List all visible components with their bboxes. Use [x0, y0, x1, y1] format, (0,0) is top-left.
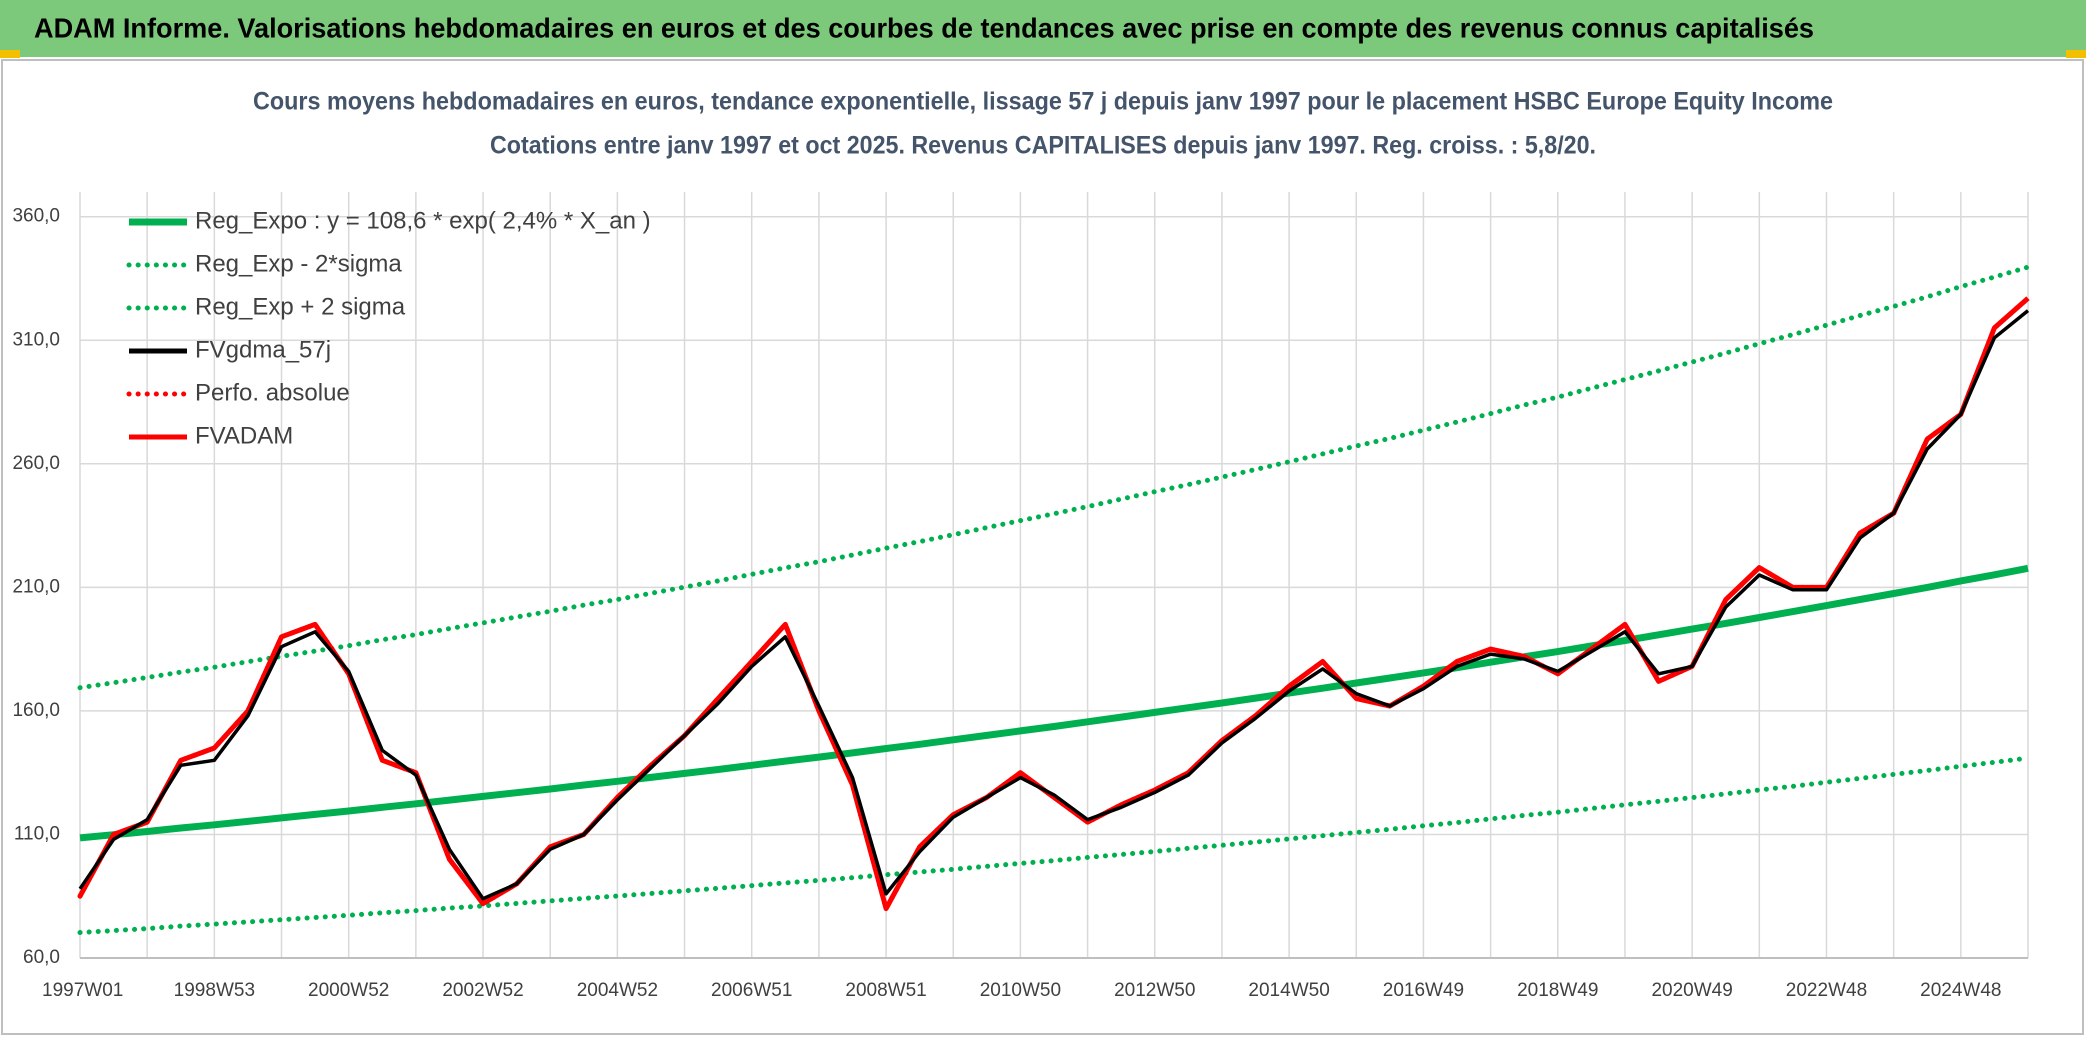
x-tick-label: 1997W01	[42, 980, 123, 1001]
x-tick-label: 2014W50	[1248, 980, 1329, 1001]
y-tick-label: 310,0	[12, 329, 60, 350]
legend-label: FVADAM	[195, 422, 293, 449]
x-tick-label: 2006W51	[711, 980, 792, 1001]
x-tick-label: 2016W49	[1383, 980, 1464, 1001]
corner	[2066, 50, 2086, 58]
x-tick-label: 2002W52	[442, 980, 523, 1001]
legend-label: Perfo. absolue	[195, 379, 350, 406]
x-tick-label: 2020W49	[1651, 980, 1732, 1001]
header-title: ADAM Informe. Valorisations hebdomadaire…	[34, 12, 1814, 43]
x-tick-label: 2022W48	[1786, 980, 1867, 1001]
y-tick-label: 110,0	[14, 823, 60, 844]
series-line	[77, 755, 2031, 935]
series-line	[78, 309, 2030, 901]
corner	[0, 50, 20, 58]
x-tick-label: 2012W50	[1114, 980, 1195, 1001]
x-tick-label: 2024W48	[1920, 980, 2001, 1001]
series-line	[77, 264, 2031, 691]
subtitle: Cotations entre janv 1997 et oct 2025. R…	[490, 132, 1596, 160]
subtitle: Cours moyens hebdomadaires en euros, ten…	[253, 88, 1833, 116]
x-tick-label: 2000W52	[308, 980, 389, 1001]
y-tick-label: 210,0	[12, 576, 60, 597]
x-tick-label: 2018W49	[1517, 980, 1598, 1001]
series-line	[79, 564, 2029, 842]
y-tick-label: 260,0	[12, 453, 60, 474]
y-tick-label: 160,0	[12, 700, 60, 721]
y-tick-label: 360,0	[12, 206, 60, 227]
legend-label: FVgdma_57j	[195, 336, 331, 363]
legend-label: Reg_Expo : y = 108,6 * exp( 2,4% * X_an …	[195, 207, 651, 234]
x-tick-label: 1998W53	[174, 980, 255, 1001]
chart-frame	[1, 59, 2084, 1035]
x-tick-label: 2010W50	[980, 980, 1061, 1001]
header-band	[0, 0, 2086, 57]
legend-label: Reg_Exp + 2 sigma	[195, 293, 406, 320]
x-tick-label: 2004W52	[577, 980, 658, 1001]
y-tick-label: 60,0	[23, 947, 60, 968]
legend-label: Reg_Exp - 2*sigma	[195, 250, 402, 277]
x-tick-label: 2008W51	[845, 980, 926, 1001]
